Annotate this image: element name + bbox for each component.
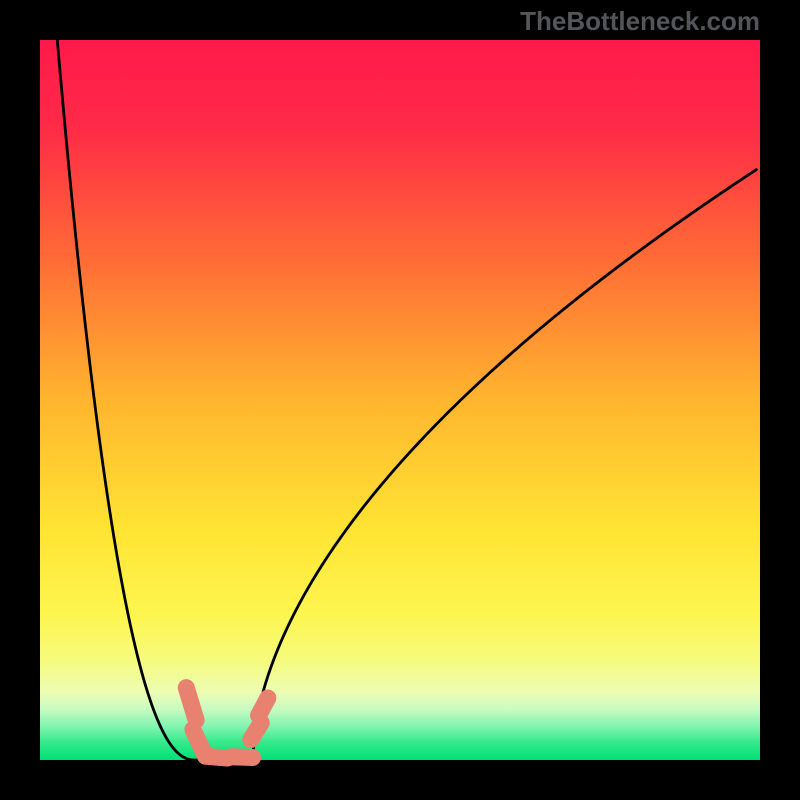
marker-left-top xyxy=(178,679,205,728)
curve-layer xyxy=(0,0,800,800)
bottleneck-curve xyxy=(57,40,756,760)
watermark-text: TheBottleneck.com xyxy=(520,6,760,37)
marker-right-top xyxy=(250,689,276,724)
marker-bottom-b xyxy=(222,748,261,766)
chart-frame: TheBottleneck.com xyxy=(0,0,800,800)
